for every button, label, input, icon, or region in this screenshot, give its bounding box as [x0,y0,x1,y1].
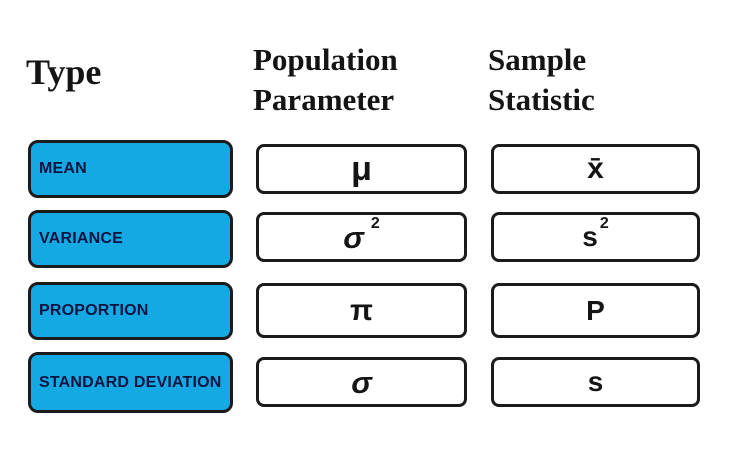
s-symbol: s [587,366,604,397]
type-label-standard-deviation: STANDARD DEVIATION [39,373,222,391]
capital-p-symbol: P [586,294,605,326]
parameter-box-standard-deviation: σ [256,357,467,407]
sigma-symbol: σ [351,364,372,400]
type-label-mean: MEAN [39,160,87,177]
parameter-box-variance: σ 2 [256,212,467,262]
type-box-mean: MEAN [28,140,233,198]
sigma-squared-symbol: σ [343,219,364,255]
header-line-parameter: Parameter [253,82,395,117]
s-squared-symbol: s [582,221,598,252]
parameter-box-mean: μ [256,144,467,194]
column-header-population-parameter: Population Parameter [253,40,398,120]
parameter-box-proportion: π [256,283,467,338]
s-squared-superscript: 2 [599,215,609,232]
type-box-standard-deviation: STANDARD DEVIATION [28,352,233,413]
statistic-box-proportion: P [491,283,700,338]
type-box-variance: VARIANCE [28,210,233,268]
column-header-sample-statistic: Sample Statistic [488,40,595,120]
header-line-statistic: Statistic [488,82,595,117]
header-line-sample: Sample [488,42,587,77]
type-label-variance: VARIANCE [39,230,123,247]
type-label-proportion: PROPORTION [39,302,149,319]
column-header-type: Type [26,52,102,92]
type-box-proportion: PROPORTION [28,282,233,340]
sigma-squared-superscript: 2 [370,215,380,232]
mu-symbol: μ [351,150,372,188]
pi-symbol: π [350,293,373,327]
statistic-box-standard-deviation: s [491,357,700,407]
x-bar-symbol: x̄ [587,152,604,185]
header-line-population: Population [253,42,398,77]
statistic-box-variance: s 2 [491,212,700,262]
statistic-box-mean: x̄ [491,144,700,194]
